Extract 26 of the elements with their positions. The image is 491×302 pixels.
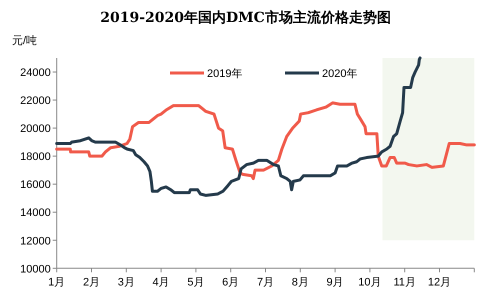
y-tick-label: 18000 <box>20 151 51 164</box>
x-tick-label: 12月 <box>428 276 452 288</box>
x-tick-label: 4月 <box>152 276 170 288</box>
y-tick-label: 24000 <box>20 67 51 80</box>
x-tick-label: 1月 <box>48 276 66 288</box>
y-tick-label: 20000 <box>20 123 51 136</box>
x-tick-label: 8月 <box>292 276 309 288</box>
x-tick-label: 11月 <box>393 276 416 288</box>
x-tick-label: 6月 <box>222 276 240 288</box>
x-tick-label: 7月 <box>256 276 274 288</box>
y-tick-label: 10000 <box>20 263 51 276</box>
y-tick-label: 22000 <box>20 95 51 108</box>
x-tick-label: 2月 <box>82 276 100 288</box>
chart-title: 2019-2020年国内DMC市场主流价格走势图 <box>100 9 391 26</box>
y-tick-label: 12000 <box>20 235 51 248</box>
line-series <box>55 101 476 180</box>
x-tick-label: 10月 <box>358 276 382 288</box>
x-tick-label: 5月 <box>187 276 204 288</box>
y-tick-label: 14000 <box>20 207 51 220</box>
x-tick-label: 3月 <box>118 276 135 288</box>
y-axis-title: 元/吨 <box>12 34 38 47</box>
x-tick-label: 9月 <box>326 276 344 288</box>
line-series <box>55 56 422 197</box>
legend-label: 2020年 <box>322 68 358 80</box>
y-tick-label: 16000 <box>20 179 51 192</box>
legend-label: 2019年 <box>207 68 242 80</box>
